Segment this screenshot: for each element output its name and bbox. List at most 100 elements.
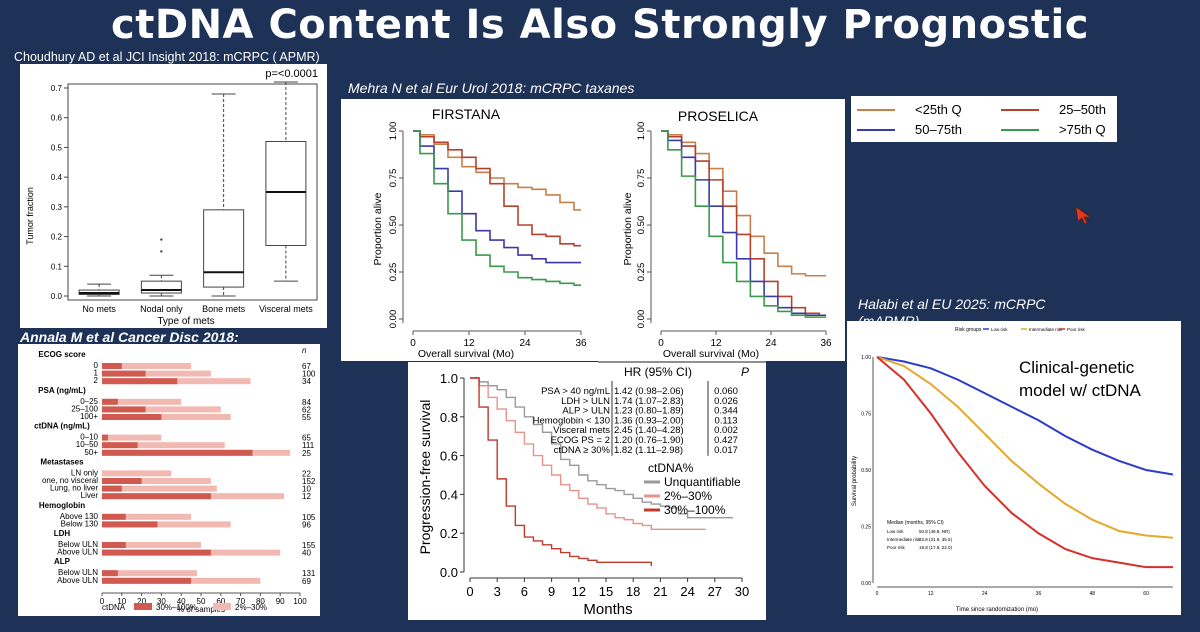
- annala-bar-dark: [102, 570, 118, 577]
- pfs-table-hr: 1.20 (0.76–1.90): [614, 435, 684, 446]
- annala-bar-dark: [102, 549, 211, 556]
- annala-bar-light: [102, 485, 217, 492]
- mehra-panel: FIRSTANA PROSELICA Overall survival (Mo)…: [341, 99, 845, 361]
- annala-row-label: Below ULN: [58, 540, 98, 549]
- halabi-legend-title: Risk groups: [955, 327, 982, 333]
- y-tick-label: 0.25: [388, 263, 399, 282]
- x-tick-label: 10: [117, 597, 126, 606]
- annala-row-label: Liver: [81, 491, 99, 500]
- halabi-median-label: Poor risk: [887, 545, 906, 550]
- boxplot-chart: p=<0.0001 Type of mets Tumor fraction 0.…: [25, 68, 318, 327]
- halabi-series-line: [876, 356, 1173, 569]
- annala-n-value: 25: [302, 449, 311, 458]
- annala-bar-light: [102, 470, 172, 477]
- annala-legend-swatch-light: [213, 603, 231, 610]
- y-tick-label: 0.00: [861, 581, 871, 587]
- halabi-median-value: 33.8 (31.9, 35.5): [919, 537, 953, 542]
- annala-bar-dark: [102, 363, 122, 369]
- x-tick-label: 80: [256, 597, 265, 606]
- x-tick-label: 12: [463, 338, 475, 349]
- annala-n-value: 155: [302, 541, 316, 550]
- x-tick-label: 30: [735, 584, 749, 599]
- boxplot-xlabel: Type of mets: [157, 316, 214, 327]
- annala-row-label: one, no visceral: [42, 476, 98, 485]
- annala-bar-dark: [102, 542, 126, 548]
- annala-row-label: Below 130: [61, 519, 99, 528]
- p-header: P: [741, 365, 749, 379]
- pfs-table-hr: 1.36 (0.93–2.00): [614, 415, 684, 426]
- halabi-panel: Clinical-genetic model w/ ctDNA Time sin…: [847, 321, 1181, 615]
- annala-n-value: 22: [302, 469, 311, 478]
- box-outlier: [160, 250, 163, 253]
- halabi-caption: Halabi et al EU 2025: mCRPC: [858, 296, 1046, 312]
- annala-legend-swatch-dark: [134, 603, 152, 610]
- p-value-label: p=<0.0001: [265, 68, 318, 80]
- annala-row-label: 0: [94, 361, 99, 370]
- annala-row-label: 2: [94, 376, 99, 385]
- halabi-median-label: Intermediate risk: [887, 537, 921, 542]
- km-series-line: [413, 130, 581, 211]
- annala-row-label: Above ULN: [57, 576, 98, 585]
- annala-bar-dark: [102, 414, 162, 420]
- annala-n-value: 96: [302, 520, 311, 529]
- pfs-table-p: 0.026: [714, 396, 738, 407]
- y-tick-label: 1.00: [388, 122, 399, 141]
- y-tick-label: 1.00: [636, 122, 647, 141]
- proselica-ylabel: Proportion alive: [622, 192, 634, 265]
- halabi-median-value: 19.8 (17.8, 22.0): [919, 545, 953, 550]
- annala-row-label: 50+: [84, 448, 98, 457]
- x-tick-label: 27: [708, 584, 722, 599]
- halabi-series-line: [876, 356, 1174, 539]
- y-tick-label: 0.6: [51, 114, 63, 123]
- pfs-table-header: HR (95% CI) P: [598, 361, 766, 381]
- annala-row-label: Above 130: [60, 512, 99, 521]
- x-tick-label: 24: [680, 584, 694, 599]
- y-tick-label: 0.25: [861, 525, 871, 531]
- annala-group-label: ALP: [54, 557, 71, 566]
- box-body: [265, 140, 307, 246]
- annala-n-value: 34: [302, 377, 311, 386]
- x-tick-label: 9: [548, 584, 555, 599]
- pfs-table-p: 0.113: [714, 415, 737, 426]
- pfs-series-line: [470, 377, 653, 567]
- annala-caption: Annala M et al Cancer Disc 2018:: [20, 329, 239, 345]
- annala-bar-light: [102, 414, 231, 420]
- pfs-legend-label: 30%–100%: [664, 503, 726, 517]
- y-tick-label: 0.2: [51, 233, 63, 242]
- halabi-km-chart: Clinical-genetic model w/ ctDNA Time sin…: [852, 327, 1174, 613]
- x-tick-label: 20: [137, 597, 146, 606]
- pfs-table-hr: 1.74 (1.07–2.83): [614, 396, 684, 407]
- x-tick-label: 40: [177, 597, 186, 606]
- firstana-title: FIRSTANA: [432, 106, 501, 122]
- y-tick-label: 0.75: [861, 412, 871, 418]
- annala-group-label: PSA (ng/mL): [38, 386, 86, 395]
- annala-bar-light: [102, 442, 225, 449]
- pfs-table-p: 0.002: [714, 425, 738, 436]
- annala-group-label: Hemoglobin: [39, 501, 85, 510]
- annala-n-value: 152: [302, 477, 316, 486]
- pfs-legend-title: ctDNA%: [648, 461, 694, 475]
- km-series-line: [413, 130, 581, 264]
- firstana-xlabel: Overall survival (Mo): [418, 348, 514, 360]
- pfs-ylabel: Progression-free survival: [417, 400, 433, 555]
- x-tick-label: Visceral mets: [259, 304, 313, 314]
- annala-bar-light: [102, 398, 182, 405]
- annala-bar-dark: [102, 577, 192, 584]
- mouse-pointer-icon: [1075, 206, 1092, 225]
- halabi-xlabel: Time since randomization (mo): [956, 607, 1038, 613]
- legend-q1: <25th Q: [915, 102, 962, 117]
- annala-bar-dark: [102, 478, 142, 484]
- legend-q2: 25–50th: [1059, 102, 1106, 117]
- pfs-table-hr: 2.45 (1.40–4.28): [614, 425, 684, 436]
- pfs-table-p: 0.344: [714, 406, 738, 417]
- x-tick-label: 6: [521, 584, 528, 599]
- y-tick-label: 0.75: [636, 169, 647, 188]
- x-tick-label: 0: [100, 597, 105, 606]
- x-tick-label: 0: [410, 338, 416, 349]
- y-tick-label: 0.3: [51, 203, 63, 212]
- annala-bar-light: [102, 542, 201, 548]
- annala-bar-light: [102, 406, 221, 413]
- annala-row-label: Lung, no liver: [50, 484, 98, 493]
- annala-n-value: 69: [302, 577, 311, 586]
